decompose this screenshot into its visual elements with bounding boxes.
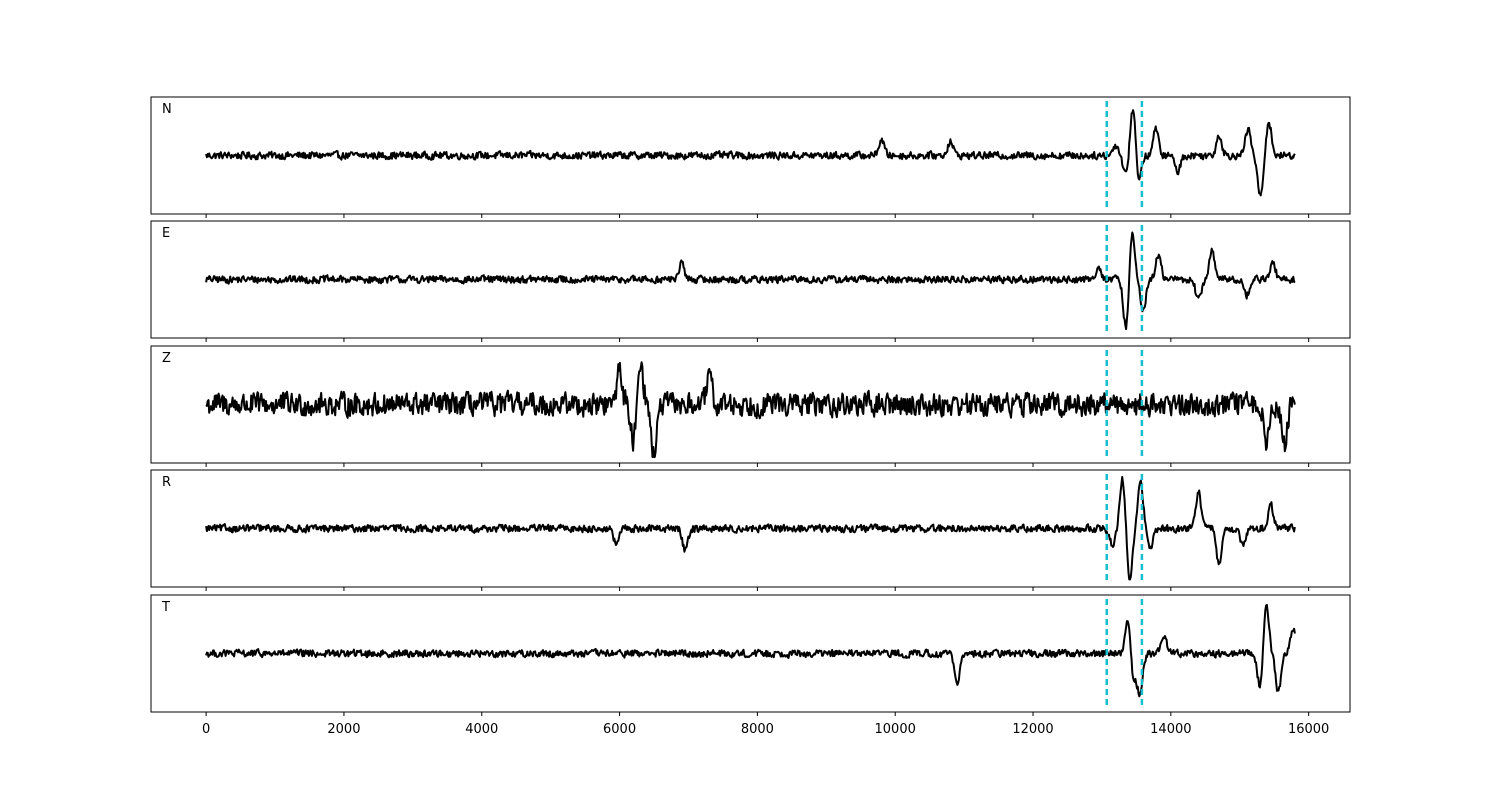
trace-line [205,476,1296,581]
panel-label: R [162,475,171,490]
trace-line [205,361,1296,458]
x-tick-label: 8000 [741,722,774,737]
trace-line [205,604,1296,698]
panel-r: R [150,469,1351,591]
panel-t: T [150,594,1351,716]
trace-line [205,109,1296,197]
panel-label: T [161,600,170,615]
panel-e: E [150,220,1351,342]
panel-frame [150,469,1351,588]
x-tick-label: 12000 [1012,722,1053,737]
x-tick-label: 14000 [1150,722,1191,737]
x-tick-label: 2000 [327,722,360,737]
panel-n: N [150,96,1351,218]
x-tick-label: 10000 [875,722,916,737]
x-tick-label: 6000 [603,722,636,737]
panel-label: E [162,226,170,241]
panel-label: N [162,102,172,117]
panel-label: Z [162,351,171,366]
trace-line [205,231,1296,331]
x-tick-label: 4000 [465,722,498,737]
x-tick-label: 16000 [1288,722,1329,737]
panel-z: Z [150,345,1351,467]
x-tick-label: 0 [202,722,210,737]
